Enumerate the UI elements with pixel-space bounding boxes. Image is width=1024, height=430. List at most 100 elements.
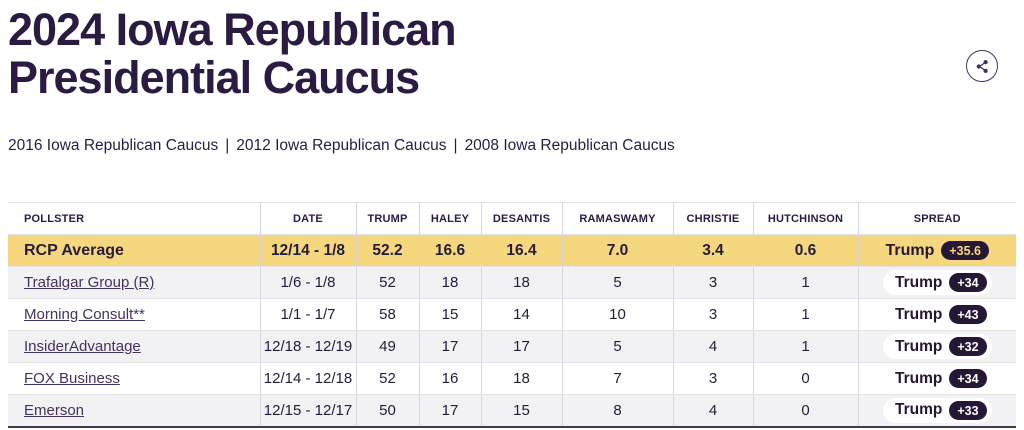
table-row: Emerson 12/15 - 12/17 50 17 15 8 4 0 Tru…: [8, 394, 1016, 427]
pollster-link[interactable]: FOX Business: [24, 370, 120, 387]
cell-pollster: Emerson: [8, 394, 261, 427]
cell-date: 1/1 - 1/7: [260, 298, 357, 331]
table-row: Trafalgar Group (R) 1/6 - 1/8 52 18 18 5…: [8, 266, 1016, 299]
cell-ramaswamy: 7.0: [562, 234, 674, 267]
col-header-hutchinson: HUTCHINSON: [753, 202, 859, 235]
table-row: FOX Business 12/14 - 12/18 52 16 18 7 3 …: [8, 362, 1016, 395]
table-row: Morning Consult** 1/1 - 1/7 58 15 14 10 …: [8, 298, 1016, 331]
cell-christie: 3.4: [673, 234, 754, 267]
cell-trump: 52.2: [356, 234, 420, 267]
col-header-christie: CHRISTIE: [673, 202, 754, 235]
cell-date: 12/15 - 12/17: [260, 394, 357, 427]
cell-desantis: 15: [481, 394, 563, 427]
spread-leader: Trump: [894, 401, 943, 419]
cell-pollster: FOX Business: [8, 362, 261, 395]
spread-capsule: Trump +34: [882, 269, 992, 296]
col-header-pollster: POLLSTER: [8, 202, 261, 235]
spread-badge: +34: [949, 368, 987, 389]
cell-hutchinson: 1: [753, 330, 859, 363]
cell-ramaswamy: 5: [562, 330, 674, 363]
share-button[interactable]: [966, 50, 998, 82]
link-separator: |: [453, 137, 458, 155]
table-row-rcp-average: RCP Average 12/14 - 1/8 52.2 16.6 16.4 7…: [8, 234, 1016, 267]
cell-haley: 17: [419, 394, 482, 427]
cell-christie: 4: [673, 394, 754, 427]
spread-badge: +33: [949, 400, 987, 420]
cell-spread: Trump +32: [858, 330, 1016, 363]
cell-desantis: 18: [481, 266, 563, 299]
spread-leader: Trump: [894, 337, 943, 355]
pollster-link[interactable]: Trafalgar Group (R): [24, 274, 155, 291]
cell-hutchinson: 0: [753, 394, 859, 427]
cell-christie: 3: [673, 298, 754, 331]
related-links: 2016 Iowa Republican Caucus | 2012 Iowa Re…: [8, 137, 1024, 155]
pollster-link[interactable]: InsiderAdvantage: [24, 338, 141, 355]
cell-pollster: Trafalgar Group (R): [8, 266, 261, 299]
cell-desantis: 17: [481, 330, 563, 363]
cell-haley: 16: [419, 362, 482, 395]
col-header-date: DATE: [260, 202, 357, 235]
col-header-ramaswamy: RAMASWAMY: [562, 202, 674, 235]
cell-haley: 18: [419, 266, 482, 299]
cell-christie: 3: [673, 266, 754, 299]
cell-ramaswamy: 8: [562, 394, 674, 427]
page-title: 2024 Iowa Republican Presidential Caucus: [8, 4, 457, 103]
cell-date: 12/14 - 1/8: [260, 234, 357, 267]
cell-hutchinson: 1: [753, 298, 859, 331]
cell-haley: 17: [419, 330, 482, 363]
cell-hutchinson: 1: [753, 266, 859, 299]
col-header-trump: TRUMP: [356, 202, 420, 235]
cell-hutchinson: 0.6: [753, 234, 859, 267]
cell-trump: 50: [356, 394, 420, 427]
cell-trump: 52: [356, 362, 420, 395]
spread-leader: Trump: [894, 369, 943, 387]
spread-badge: +35.6: [941, 240, 990, 261]
cell-trump: 49: [356, 330, 420, 363]
col-header-spread: SPREAD: [858, 202, 1016, 235]
cell-spread: Trump +35.6: [858, 234, 1016, 267]
spread-badge: +32: [949, 336, 987, 357]
polls-table: POLLSTER DATE TRUMP HALEY DESANTIS RAMAS…: [8, 202, 1016, 428]
cell-hutchinson: 0: [753, 362, 859, 395]
spread-leader: Trump: [885, 241, 935, 259]
share-nodes-icon: [975, 59, 990, 74]
spread-leader: Trump: [894, 273, 943, 291]
cell-desantis: 16.4: [481, 234, 563, 267]
cell-date: 1/6 - 1/8: [260, 266, 357, 299]
link-2012-caucus[interactable]: 2012 Iowa Republican Caucus: [236, 137, 447, 155]
table-row: InsiderAdvantage 12/18 - 12/19 49 17 17 …: [8, 330, 1016, 363]
spread-capsule: Trump +43: [882, 301, 992, 328]
cell-haley: 15: [419, 298, 482, 331]
spread-badge: +34: [949, 272, 987, 293]
spread-capsule: Trump +35.6: [885, 240, 990, 261]
link-2016-caucus[interactable]: 2016 Iowa Republican Caucus: [8, 137, 219, 155]
cell-trump: 58: [356, 298, 420, 331]
table-header-row: POLLSTER DATE TRUMP HALEY DESANTIS RAMAS…: [8, 202, 1016, 235]
cell-spread: Trump +34: [858, 362, 1016, 395]
spread-capsule: Trump +34: [882, 365, 992, 392]
cell-pollster: Morning Consult**: [8, 298, 261, 331]
pollster-link[interactable]: Emerson: [24, 401, 85, 419]
cell-pollster: InsiderAdvantage: [8, 330, 261, 363]
spread-badge: +43: [949, 304, 987, 325]
col-header-desantis: DESANTIS: [481, 202, 563, 235]
spread-leader: Trump: [894, 305, 943, 323]
pollster-link[interactable]: Morning Consult**: [24, 306, 145, 323]
cell-pollster: RCP Average: [8, 234, 261, 267]
cell-ramaswamy: 10: [562, 298, 674, 331]
cell-ramaswamy: 5: [562, 266, 674, 299]
cell-christie: 3: [673, 362, 754, 395]
link-2008-caucus[interactable]: 2008 Iowa Republican Caucus: [464, 137, 675, 155]
spread-capsule: Trump +33: [882, 397, 992, 423]
page: 2024 Iowa Republican Presidential Caucus…: [0, 6, 1024, 430]
cell-spread: Trump +43: [858, 298, 1016, 331]
spread-capsule: Trump +32: [882, 333, 992, 360]
col-header-haley: HALEY: [419, 202, 482, 235]
cell-date: 12/14 - 12/18: [260, 362, 357, 395]
cell-spread: Trump +33: [858, 394, 1016, 427]
cell-trump: 52: [356, 266, 420, 299]
link-separator: |: [225, 137, 230, 155]
cell-desantis: 14: [481, 298, 563, 331]
cell-haley: 16.6: [419, 234, 482, 267]
cell-christie: 4: [673, 330, 754, 363]
